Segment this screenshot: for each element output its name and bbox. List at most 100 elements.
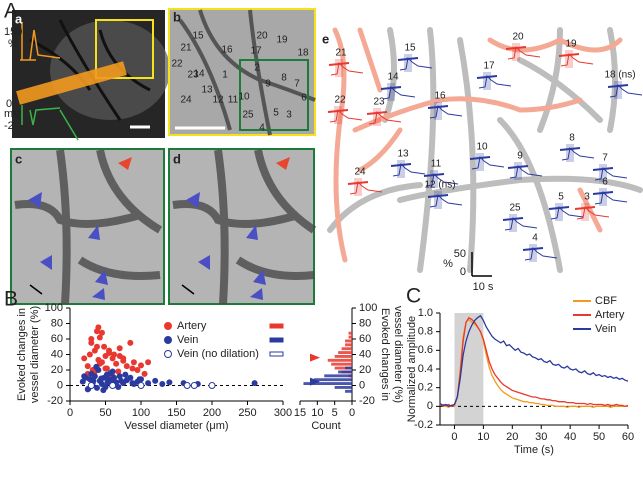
trace-band — [434, 191, 442, 209]
point — [101, 343, 108, 350]
vessel-number: 19 — [276, 35, 288, 46]
y-tick-label: 80 — [51, 317, 63, 329]
vessel-number: 11 — [228, 95, 239, 106]
point — [183, 382, 191, 389]
legend-label: Artery — [595, 309, 625, 321]
vessel-marker — [366, 111, 388, 115]
vessel-marker — [397, 57, 419, 61]
vessel-number: 17 — [250, 46, 262, 57]
point — [145, 359, 152, 366]
point — [115, 368, 122, 375]
x-tick-label: 10 — [311, 407, 323, 419]
trace — [507, 45, 541, 60]
sub-label: a — [15, 11, 23, 26]
y-tick-label: 60 — [51, 333, 63, 345]
vessel-marker — [505, 46, 527, 50]
vessel-marker — [502, 217, 524, 221]
vessel-marker — [380, 86, 402, 90]
trace-band — [404, 54, 412, 72]
point — [120, 355, 127, 362]
vessel-marker — [592, 191, 614, 195]
vessel-number: 3 — [584, 192, 590, 203]
vessel-marker — [592, 167, 614, 171]
vessel-number: 24 — [354, 167, 366, 178]
trace — [349, 180, 383, 195]
x-tick-label: 0 — [67, 407, 73, 419]
vessel-number: 22 — [171, 59, 183, 70]
y-tick-label: 0.2 — [418, 382, 433, 394]
vessel-number: 6 — [301, 93, 307, 104]
point — [138, 362, 144, 369]
x-tick-label: 50 — [593, 431, 605, 443]
vessel-number: 7 — [294, 79, 300, 90]
inset-scale-label: 150 — [4, 26, 22, 38]
x-tick-label: 250 — [238, 407, 256, 419]
vessel-number: 1 — [222, 70, 228, 81]
trace — [429, 193, 463, 208]
point — [84, 363, 91, 370]
x-axis-label: Count — [311, 420, 340, 432]
point — [86, 351, 93, 358]
legend-bar — [269, 323, 284, 329]
point — [96, 334, 103, 341]
hist-bar — [334, 386, 352, 389]
trace-band — [334, 106, 342, 124]
point — [141, 370, 148, 377]
point — [93, 363, 100, 370]
legend-label: Vein — [595, 323, 616, 335]
vessel-marker — [607, 84, 629, 88]
trace-band — [565, 50, 573, 68]
vessel-number: 10 — [476, 142, 488, 153]
y-tick-label: 0.4 — [418, 363, 433, 375]
hist-bar — [331, 362, 352, 366]
scale-label: % — [443, 258, 453, 270]
inset-scale-label: 0 — [6, 98, 12, 110]
y-tick-label: 0 — [359, 379, 365, 391]
hist-bar — [334, 355, 352, 358]
trace — [368, 110, 402, 125]
x-tick-label: 30 — [535, 431, 547, 443]
series-line — [439, 316, 629, 408]
y-tick-label: 40 — [51, 348, 63, 360]
vessel-number: 9 — [265, 79, 271, 90]
y-tick-label: -20 — [359, 395, 375, 407]
point — [87, 382, 95, 389]
y-tick-label: 0 — [427, 400, 433, 412]
point — [116, 373, 123, 380]
sub-label: e — [322, 31, 329, 46]
vessel-number: 11 — [431, 159, 442, 170]
vessel-marker — [390, 163, 412, 167]
hist-bar — [338, 351, 352, 354]
probe — [16, 61, 127, 105]
y-tick-label: 100 — [45, 302, 63, 314]
vessel-number: 20 — [256, 31, 268, 42]
vessel-number: 13 — [201, 85, 213, 96]
y-axis-label: Evoked changes in — [379, 308, 391, 401]
legend-marker — [164, 350, 172, 358]
trace-band — [354, 178, 362, 196]
trace-band — [566, 144, 574, 162]
vessel-marker — [427, 194, 449, 198]
y-tick-label: 1.0 — [418, 307, 433, 319]
scale-label: 0 — [460, 266, 466, 278]
x-axis-label: Time (s) — [514, 444, 554, 456]
point — [91, 373, 98, 380]
vessel-number: 25 — [509, 203, 521, 214]
vessel-number: 23 — [373, 97, 385, 108]
y-tick-label: 0 — [57, 379, 63, 391]
panel-label: B — [4, 288, 18, 311]
vessel-number: 8 — [281, 73, 287, 84]
trace — [576, 205, 610, 220]
hist-bar — [345, 389, 352, 393]
legend-bar — [269, 337, 284, 343]
vessel-number: 2 — [254, 63, 260, 74]
point — [122, 371, 129, 378]
hist-bar — [348, 335, 352, 339]
trace — [382, 85, 416, 100]
trace-band — [476, 153, 484, 171]
panel-label: C — [406, 285, 421, 308]
series-line — [439, 318, 628, 408]
y-tick-label: 20 — [359, 364, 371, 376]
point — [113, 360, 120, 367]
vessel-number: 15 — [404, 43, 416, 54]
